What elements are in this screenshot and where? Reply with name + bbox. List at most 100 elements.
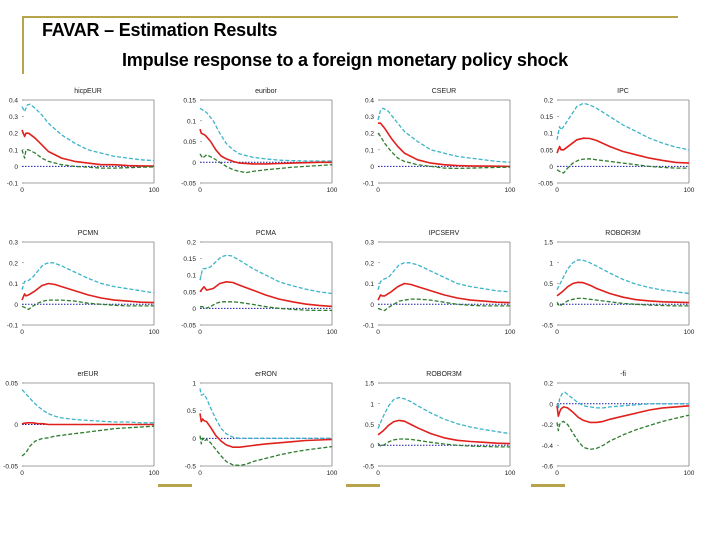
y-tick-label: 0.05 [183, 289, 196, 296]
panel-title: IPC [617, 88, 629, 95]
irf-panel: ROBOR3M-0.500.511.50 100 [542, 230, 695, 336]
x-tick-label: 100 [684, 329, 695, 336]
series-median-line [377, 282, 511, 304]
y-tick-label: -0.4 [542, 443, 554, 450]
series-lower-line [199, 153, 333, 174]
y-tick-label: 0.2 [365, 260, 374, 267]
series-median-line [21, 129, 155, 167]
y-tick-label: 0.5 [544, 281, 553, 288]
y-tick-label: -0.05 [181, 181, 196, 188]
series-lower-line [199, 435, 333, 467]
y-tick-label: 0.5 [365, 422, 374, 429]
panel-title: ROBOR3M [426, 371, 462, 378]
y-tick-label: 0.2 [544, 98, 553, 105]
y-tick-label: 0 [14, 302, 18, 309]
panel-title: -fi [620, 371, 626, 378]
y-tick-label: 0.05 [540, 147, 553, 154]
y-tick-label: 0 [370, 302, 374, 309]
series-median-line [556, 405, 690, 424]
y-tick-label: 0 [549, 302, 553, 309]
y-tick-label: 0.1 [365, 281, 374, 288]
y-tick-label: 0.2 [187, 240, 196, 247]
y-tick-label: -0.5 [185, 464, 197, 471]
panel-title: PCMN [78, 230, 99, 237]
series-median-line [199, 413, 333, 449]
panel-title: CSEUR [432, 88, 457, 95]
panel-title: erRON [255, 371, 277, 378]
x-tick-label: 0 [376, 329, 380, 336]
x-tick-label: 100 [684, 187, 695, 194]
y-tick-label: 0.4 [365, 98, 374, 105]
irf-panel: hicpEUR-0.100.10.20.30.40 100 [7, 88, 160, 194]
y-tick-label: 0.1 [187, 118, 196, 125]
panel-title: ROBOR3M [605, 230, 641, 237]
y-tick-label: 0.2 [544, 381, 553, 388]
irf-panel: erRON-0.500.510 100 [185, 371, 338, 477]
x-tick-label: 0 [376, 187, 380, 194]
y-tick-label: -0.05 [3, 464, 18, 471]
slide-frame-left-rule [22, 16, 24, 74]
x-tick-label: 0 [555, 329, 559, 336]
y-tick-label: -0.5 [363, 464, 375, 471]
y-tick-label: 0 [192, 436, 196, 443]
y-tick-label: 0 [549, 401, 553, 408]
series-upper-line [377, 262, 511, 293]
y-tick-label: -0.1 [363, 323, 375, 330]
x-tick-label: 100 [149, 470, 160, 477]
y-tick-label: 0.5 [187, 408, 196, 415]
x-tick-label: 0 [20, 470, 24, 477]
y-tick-label: 0 [14, 422, 18, 429]
slide-bottom-rule [346, 484, 380, 487]
x-tick-label: 0 [20, 187, 24, 194]
y-tick-label: 0 [192, 160, 196, 167]
series-lower-line [21, 425, 155, 457]
slide-frame-top-rule [22, 16, 678, 18]
y-tick-label: -0.5 [542, 323, 554, 330]
irf-panel: ROBOR3M-0.500.511.50 100 [363, 371, 516, 477]
y-tick-label: 0.1 [9, 147, 18, 154]
y-tick-label: 0.2 [9, 131, 18, 138]
series-upper-line [556, 391, 689, 410]
y-tick-label: 0.1 [544, 131, 553, 138]
y-tick-label: -0.05 [181, 323, 196, 330]
panel-title: PCMA [256, 230, 277, 237]
y-tick-label: 0.15 [540, 114, 553, 121]
series-upper-line [21, 262, 155, 294]
series-lower-line [556, 158, 689, 174]
y-tick-label: 0.3 [9, 114, 18, 121]
y-tick-label: 0.3 [9, 240, 18, 247]
y-tick-label: 1 [549, 260, 553, 267]
series-upper-line [556, 259, 690, 295]
y-tick-label: 0.15 [183, 98, 196, 105]
series-lower-line [556, 414, 690, 451]
y-tick-label: 0.2 [365, 131, 374, 138]
y-tick-label: 0.2 [9, 260, 18, 267]
y-tick-label: 1 [192, 381, 196, 388]
x-tick-label: 100 [684, 470, 695, 477]
y-tick-label: 0.1 [9, 281, 18, 288]
x-tick-label: 0 [555, 187, 559, 194]
series-median-line [21, 282, 155, 304]
y-tick-label: 0.05 [5, 381, 18, 388]
y-tick-label: 0 [192, 306, 196, 313]
series-upper-line [377, 107, 511, 163]
y-tick-label: 1.5 [544, 240, 553, 247]
series-median-line [377, 419, 511, 445]
y-tick-label: 0.3 [365, 240, 374, 247]
series-median-line [199, 128, 332, 165]
y-tick-label: 0.1 [365, 147, 374, 154]
x-tick-label: 100 [505, 470, 516, 477]
series-upper-line [199, 254, 333, 295]
x-tick-label: 100 [149, 187, 160, 194]
irf-panel: IPCSERV-0.100.10.20.30 100 [363, 230, 516, 336]
y-tick-label: 0 [549, 164, 553, 171]
slide-title: FAVAR – Estimation Results [42, 20, 278, 40]
series-lower-line [377, 132, 511, 170]
y-tick-label: 1.5 [365, 381, 374, 388]
y-tick-label: 0.3 [365, 114, 374, 121]
series-median-line [556, 137, 690, 164]
series-lower-line [556, 297, 689, 307]
